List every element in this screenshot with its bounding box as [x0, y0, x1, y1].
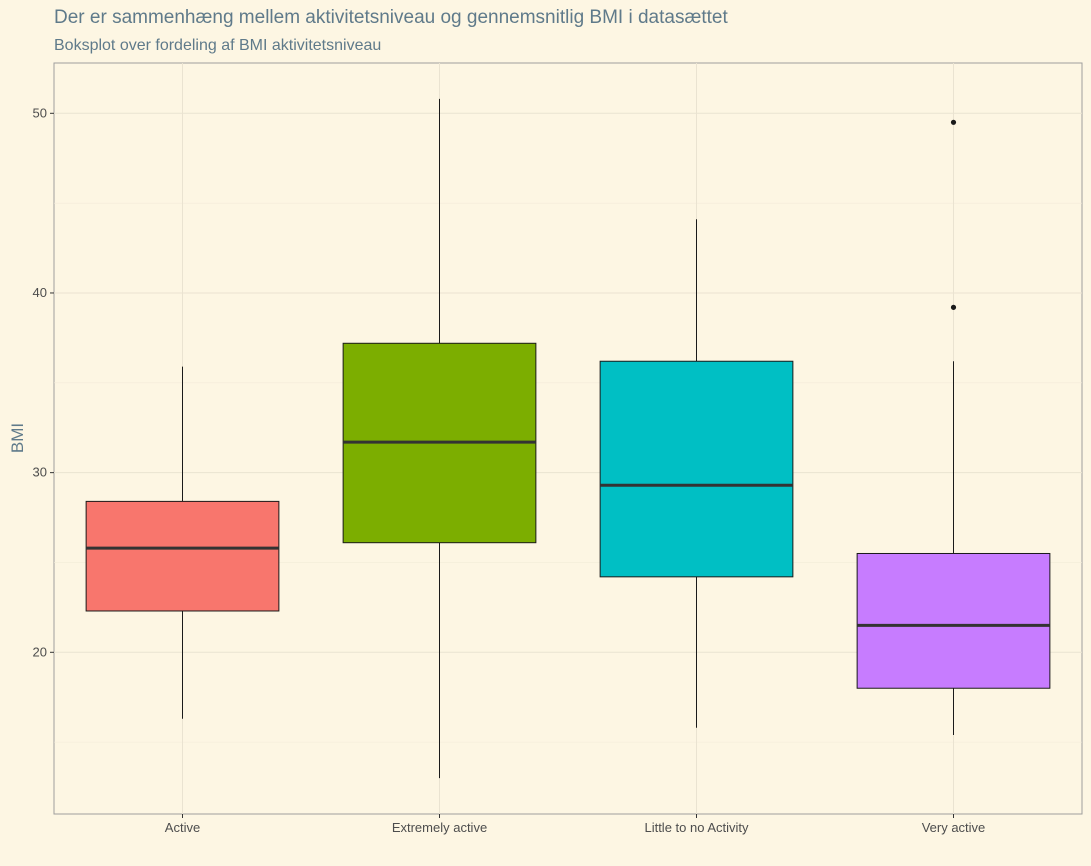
- y-tick-label: 30: [33, 465, 47, 480]
- y-tick-label: 50: [33, 105, 47, 120]
- y-tick-label: 40: [33, 285, 47, 300]
- box-extremely-active: [342, 98, 537, 779]
- boxes-layer: [85, 98, 1051, 779]
- x-tick-label: Active: [165, 820, 200, 835]
- x-tick-label: Very active: [922, 820, 986, 835]
- y-axis: 20 30 40 50: [33, 105, 54, 659]
- x-tick-label: Extremely active: [392, 820, 487, 835]
- outlier-point: [950, 304, 957, 310]
- box-little-to-no-activity: [599, 219, 794, 728]
- iqr-box: [85, 500, 280, 612]
- x-axis: Active Extremely active Little to no Activ…: [165, 814, 986, 835]
- box-very-active: [856, 119, 1051, 735]
- box-active: [85, 366, 280, 719]
- iqr-box: [856, 552, 1051, 689]
- iqr-box: [599, 360, 794, 578]
- y-tick-label: 20: [33, 644, 47, 659]
- chart-title: Der er sammenhæng mellem aktivitetsnivea…: [54, 7, 728, 28]
- chart-subtitle: Boksplot over fordeling af BMI aktivitet…: [54, 37, 382, 54]
- y-axis-label: BMI: [8, 423, 27, 453]
- plot-panel: [53, 62, 1083, 815]
- outlier-point: [950, 119, 957, 125]
- x-tick-label: Little to no Activity: [644, 820, 749, 835]
